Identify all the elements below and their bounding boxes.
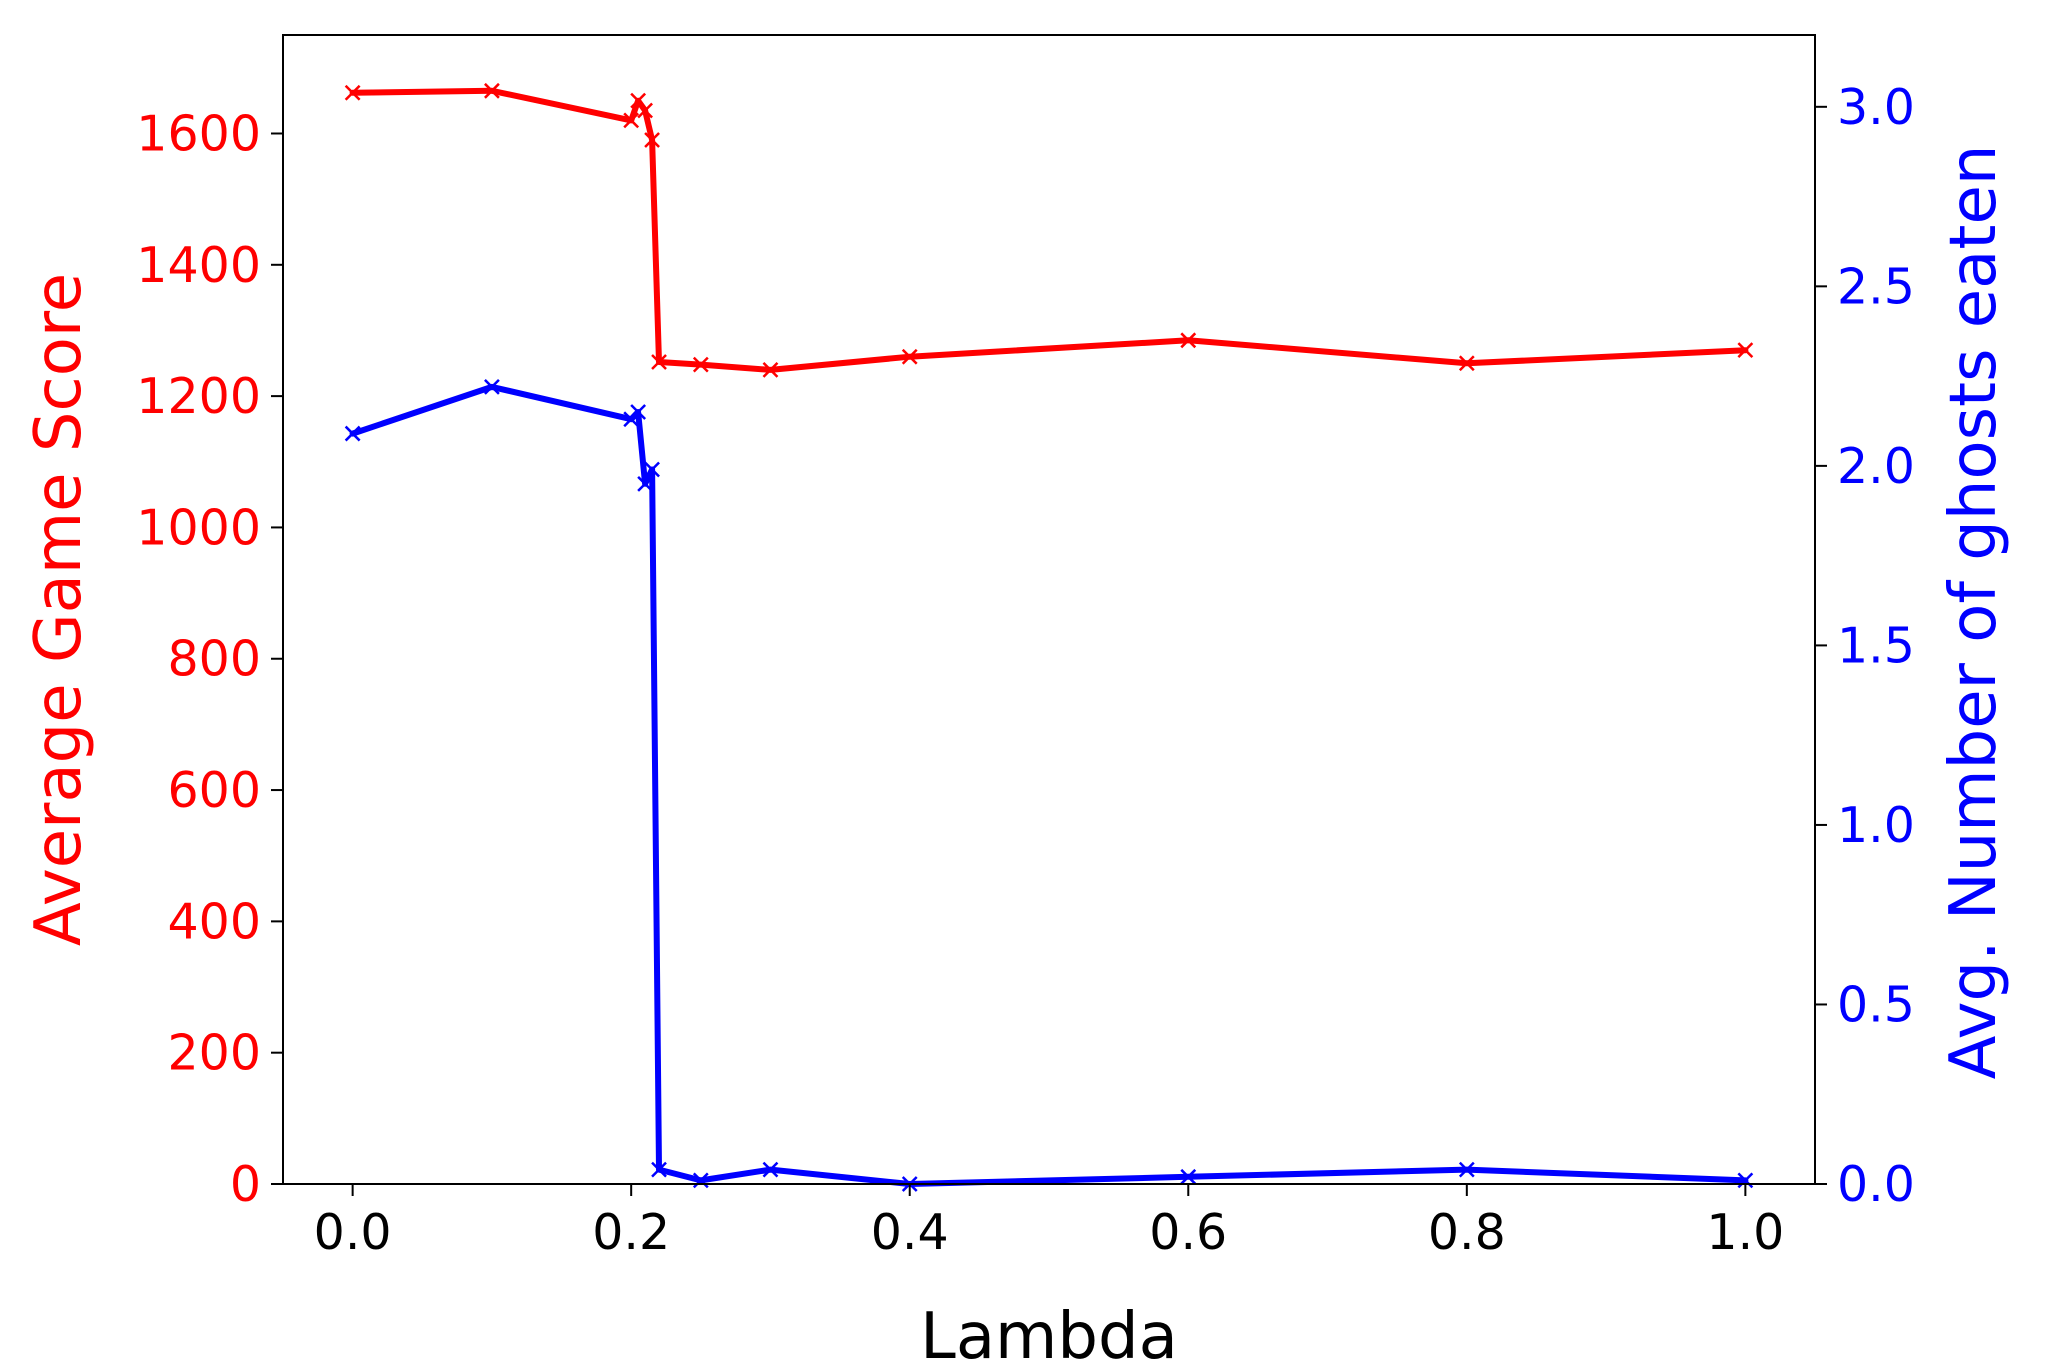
- y-axis-left-label: Average Game Score: [22, 273, 96, 946]
- y-right-tick-label: 3.0: [1837, 79, 1915, 136]
- y-right-tick-label: 0.0: [1837, 1156, 1915, 1213]
- y-right-tick-label: 0.5: [1837, 976, 1915, 1033]
- y-left-tick-label: 1600: [136, 105, 261, 162]
- x-axis-label: Lambda: [920, 1300, 1178, 1370]
- y-left-tick-label: 1200: [136, 368, 261, 425]
- y-left-tick-label: 1400: [136, 237, 261, 294]
- x-tick-label: 0.4: [871, 1204, 949, 1261]
- y-axis-right-label: Avg. Number of ghosts eaten: [1937, 145, 2011, 1080]
- x-tick-label: 0.0: [314, 1204, 392, 1261]
- y-left-tick-label: 800: [167, 631, 261, 688]
- x-tick-label: 1.0: [1706, 1204, 1784, 1261]
- y-left-tick-label: 0: [230, 1156, 261, 1213]
- x-tick-label: 0.8: [1428, 1204, 1506, 1261]
- y-left-tick-label: 400: [167, 893, 261, 950]
- y-right-tick-label: 1.0: [1837, 797, 1915, 854]
- y-left-tick-label: 200: [167, 1025, 261, 1082]
- y-right-tick-label: 1.5: [1837, 617, 1915, 674]
- y-right-tick-label: 2.5: [1837, 258, 1915, 315]
- y-right-tick-label: 2.0: [1837, 438, 1915, 495]
- x-tick-label: 0.6: [1149, 1204, 1227, 1261]
- y-left-tick-label: 1000: [136, 499, 261, 556]
- x-tick-label: 0.2: [592, 1204, 670, 1261]
- y-left-tick-label: 600: [167, 762, 261, 819]
